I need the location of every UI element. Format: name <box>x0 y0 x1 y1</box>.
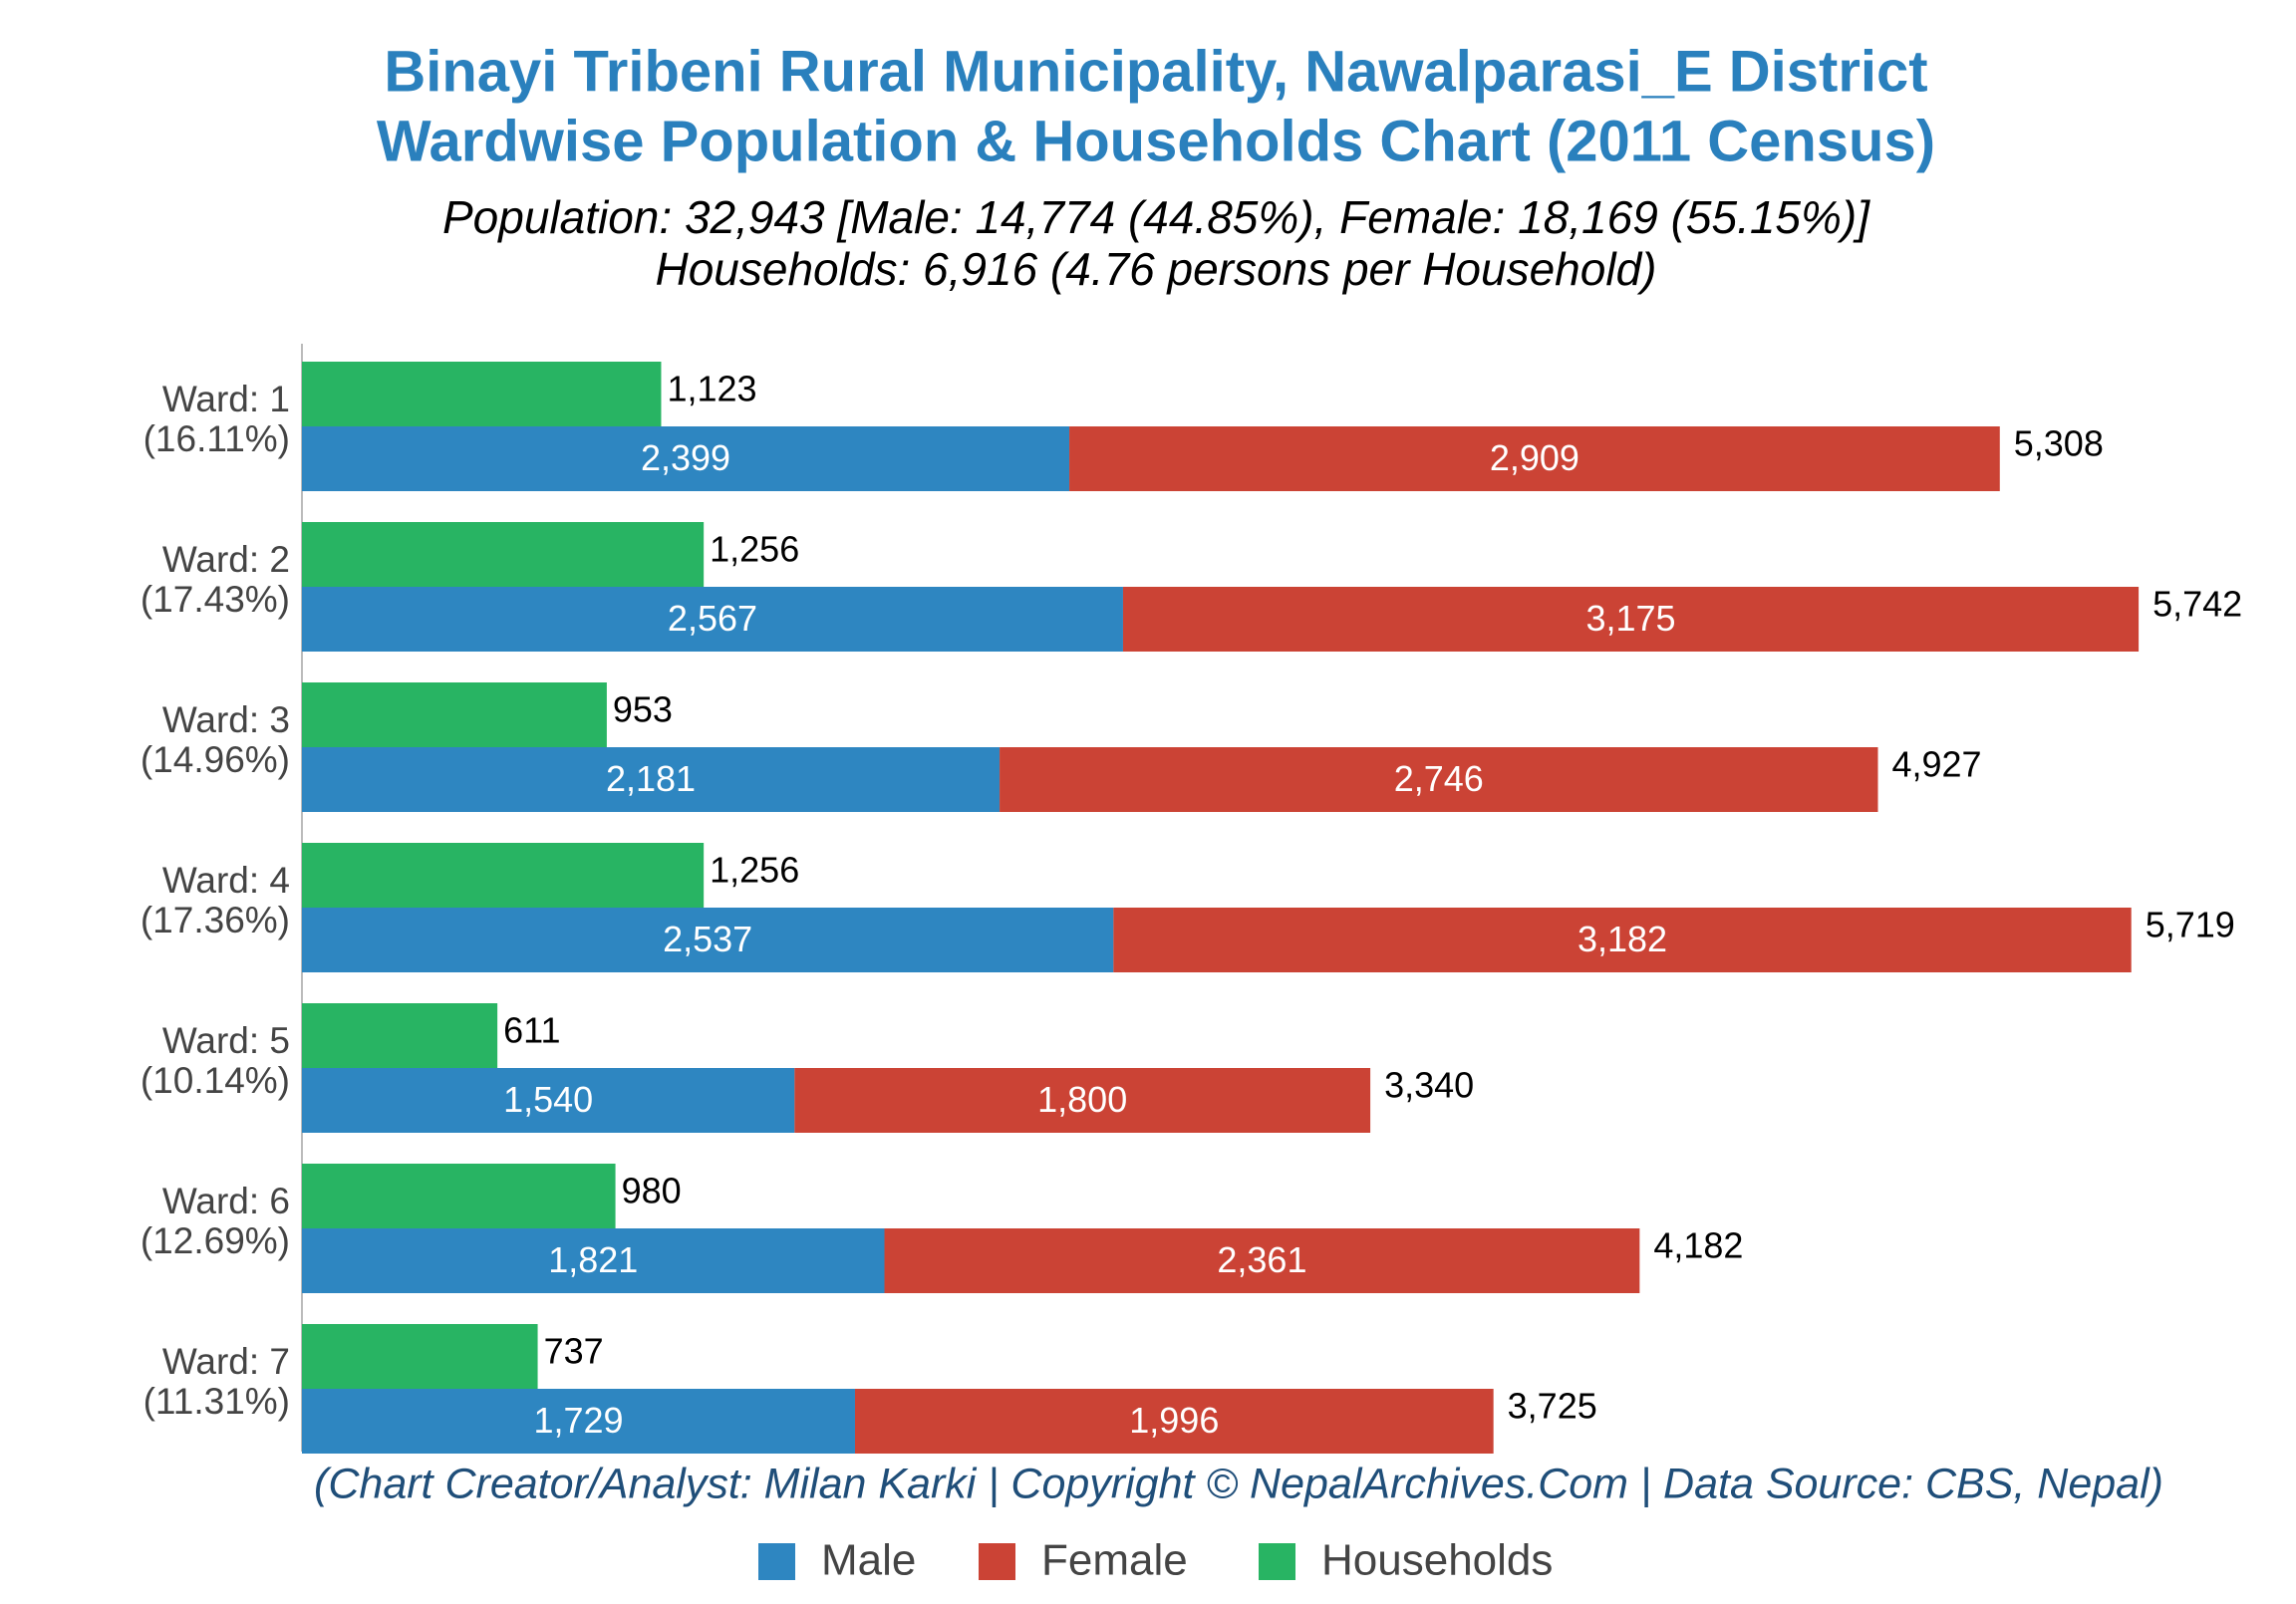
total-label: 5,742 <box>2152 584 2242 625</box>
value-label: 1,256 <box>710 529 799 570</box>
value-label: 1,729 <box>533 1400 623 1441</box>
value-label: 1,800 <box>1037 1079 1127 1120</box>
chart-subtitle: Households: 6,916 (4.76 persons per Hous… <box>656 243 1657 295</box>
category-share: (11.31%) <box>144 1381 290 1422</box>
legend-label: Female <box>1041 1536 1188 1585</box>
value-label: 3,175 <box>1585 598 1675 639</box>
category-label: Ward: 4 <box>162 860 290 901</box>
household-bar <box>302 1003 498 1068</box>
value-label: 2,399 <box>641 437 730 478</box>
value-label: 1,996 <box>1129 1400 1219 1441</box>
total-label: 4,182 <box>1653 1225 1743 1266</box>
value-label: 3,182 <box>1578 919 1667 959</box>
value-label: 2,746 <box>1394 758 1484 799</box>
value-label: 2,181 <box>606 758 696 799</box>
credit: (Chart Creator/Analyst: Milan Karki | Co… <box>314 1460 2163 1507</box>
legend-label: Male <box>821 1536 916 1585</box>
category-share: (10.14%) <box>141 1060 290 1101</box>
value-label: 2,567 <box>668 598 757 639</box>
category-share: (14.96%) <box>141 739 290 780</box>
value-label: 1,123 <box>667 369 756 409</box>
population-bar <box>302 587 1123 652</box>
household-bar <box>302 362 662 426</box>
legend-swatch <box>758 1543 795 1580</box>
total-label: 5,308 <box>2014 423 2104 464</box>
population-bar <box>302 1068 795 1133</box>
value-label: 2,537 <box>663 919 752 959</box>
population-bar <box>1000 747 1878 812</box>
category-share: (12.69%) <box>141 1220 290 1261</box>
category-share: (16.11%) <box>144 418 290 459</box>
population-bar <box>884 1228 1640 1293</box>
value-label: 1,821 <box>548 1239 638 1280</box>
category-share: (17.43%) <box>141 579 290 620</box>
legend-swatch <box>979 1543 1015 1580</box>
category-share: (17.36%) <box>141 900 290 940</box>
value-label: 2,909 <box>1490 437 1579 478</box>
chart-title: Binayi Tribeni Rural Municipality, Nawal… <box>384 39 1927 104</box>
household-bar <box>302 1164 616 1228</box>
population-bar <box>302 1389 855 1454</box>
legend-swatch <box>1259 1543 1295 1580</box>
population-bar <box>302 747 1001 812</box>
category-label: Ward: 2 <box>162 539 290 580</box>
total-label: 3,340 <box>1384 1065 1474 1106</box>
population-bar <box>1113 908 2132 972</box>
value-label: 953 <box>613 689 673 730</box>
category-label: Ward: 5 <box>162 1020 290 1061</box>
population-bar <box>1122 587 2140 652</box>
value-label: 2,361 <box>1217 1239 1306 1280</box>
chart-subtitle: Population: 32,943 [Male: 14,774 (44.85%… <box>442 191 1870 243</box>
total-label: 5,719 <box>2146 905 2235 945</box>
category-label: Ward: 1 <box>162 379 290 419</box>
value-label: 980 <box>622 1171 682 1211</box>
category-label: Ward: 6 <box>162 1181 290 1221</box>
population-bar <box>1069 426 2000 491</box>
household-bar <box>302 843 705 908</box>
population-bar <box>794 1068 1371 1133</box>
population-bar <box>302 908 1114 972</box>
value-label: 1,540 <box>503 1079 593 1120</box>
population-bar <box>302 426 1070 491</box>
household-bar <box>302 522 705 587</box>
value-label: 611 <box>503 1010 560 1051</box>
population-bar <box>302 1228 885 1293</box>
category-label: Ward: 7 <box>162 1341 290 1382</box>
total-label: 4,927 <box>1891 744 1981 785</box>
value-label: 737 <box>544 1331 604 1372</box>
total-label: 3,725 <box>1508 1386 1597 1427</box>
chart-title: Wardwise Population & Households Chart (… <box>377 109 1935 173</box>
legend-label: Households <box>1321 1536 1553 1585</box>
population-bar <box>854 1389 1494 1454</box>
value-label: 1,256 <box>710 850 799 891</box>
household-bar <box>302 1324 538 1389</box>
household-bar <box>302 682 607 747</box>
category-label: Ward: 3 <box>162 699 290 740</box>
